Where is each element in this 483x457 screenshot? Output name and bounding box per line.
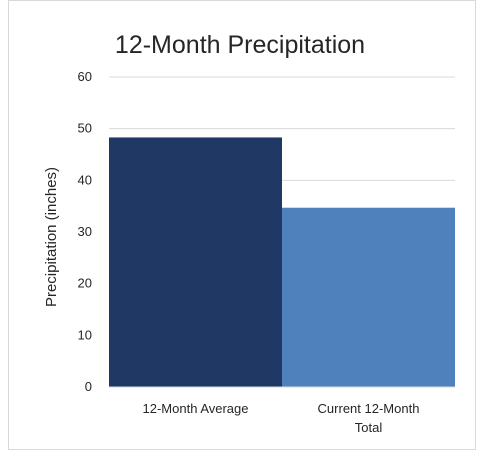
x-axis-ticks: 12-Month Average Current 12-Month Total xyxy=(143,401,420,435)
bar-2 xyxy=(282,207,455,387)
bars xyxy=(109,137,455,387)
x-tick-label: Current 12-Month Total xyxy=(318,401,420,435)
y-tick-label: 30 xyxy=(78,224,92,239)
y-tick-label: 0 xyxy=(85,379,92,394)
y-tick-label: 10 xyxy=(78,327,92,342)
x-tick-label: 12-Month Average xyxy=(143,401,249,416)
bar-1 xyxy=(109,137,282,387)
y-axis-ticks: 0 10 20 30 40 50 60 xyxy=(78,69,92,394)
y-tick-label: 40 xyxy=(78,172,92,187)
y-tick-label: 50 xyxy=(78,121,92,136)
chart-title: 12-Month Precipitation xyxy=(115,31,365,59)
y-axis-label: Precipitation (inches) xyxy=(43,167,60,307)
y-tick-label: 20 xyxy=(78,276,92,291)
y-tick-label: 60 xyxy=(78,69,92,84)
